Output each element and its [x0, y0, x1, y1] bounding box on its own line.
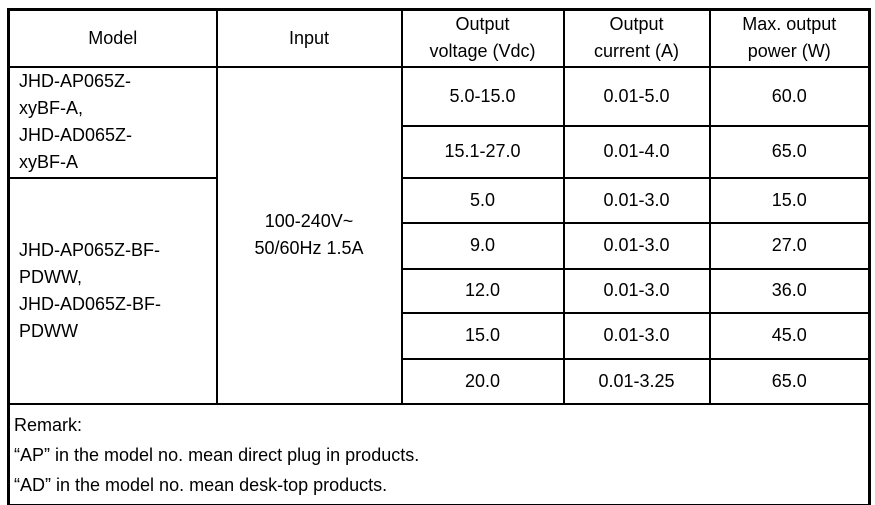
table-row: 15.1-27.0 0.01-4.0 65.0	[9, 124, 871, 179]
table-row: JHD-AP065Z- xyBF-A, JHD-AD065Z- xyBF-A 1…	[7, 65, 871, 405]
max-power-cell: 65.0	[708, 357, 871, 405]
max-power-cell: 65.0	[708, 124, 871, 179]
output-current-cell: 0.01-5.0	[562, 65, 711, 127]
remark-cell: Remark: “AP” in the model no. mean direc…	[7, 402, 871, 505]
header-row: Model Input Output voltage (Vdc) Output …	[7, 8, 871, 68]
remark-line-ap: “AP” in the model no. mean direct plug i…	[14, 444, 420, 465]
header-max-output-power: Max. output power (W)	[708, 8, 871, 68]
table-row: 15.0 0.01-3.0 45.0	[9, 311, 871, 360]
table-row: JHD-AP065Z-BF- PDWW, JHD-AD065Z-BF- PDWW…	[7, 176, 871, 405]
max-power-cell: 27.0	[708, 221, 871, 270]
input-spec-cell: 100-240V~ 50/60Hz 1.5A	[215, 65, 403, 405]
output-voltage-cell: 5.0	[400, 176, 565, 224]
max-power-cell: 15.0	[708, 176, 871, 224]
max-power-cell: 36.0	[708, 267, 871, 314]
output-current-cell: 0.01-3.0	[562, 221, 711, 270]
output-voltage-cell: 20.0	[400, 357, 565, 405]
table-row: 9.0 0.01-3.0 27.0	[9, 221, 871, 270]
max-power-cell: 45.0	[708, 311, 871, 360]
table-row: 12.0 0.01-3.0 36.0	[9, 267, 871, 314]
table-row: 20.0 0.01-3.25 65.0	[9, 357, 871, 405]
header-input: Input	[215, 8, 403, 68]
output-current-cell: 0.01-3.0	[562, 311, 711, 360]
header-model: Model	[7, 8, 218, 68]
output-current-cell: 0.01-3.25	[562, 357, 711, 405]
output-voltage-cell: 9.0	[400, 221, 565, 270]
remark-title: Remark:	[14, 414, 83, 435]
max-power-cell: 60.0	[708, 65, 871, 127]
output-current-cell: 0.01-4.0	[562, 124, 711, 179]
output-voltage-cell: 15.1-27.0	[400, 124, 565, 179]
output-voltage-cell: 15.0	[400, 311, 565, 360]
header-output-current: Output current (A)	[562, 8, 711, 68]
output-voltage-cell: 12.0	[400, 267, 565, 314]
remark-line-ad: “AD” in the model no. mean desk-top prod…	[14, 474, 388, 495]
model-group-pdww: JHD-AP065Z-BF- PDWW, JHD-AD065Z-BF- PDWW	[7, 176, 218, 405]
header-output-voltage: Output voltage (Vdc)	[400, 8, 565, 68]
remark-row: Remark: “AP” in the model no. mean direc…	[7, 402, 871, 505]
model-group-xybf: JHD-AP065Z- xyBF-A, JHD-AD065Z- xyBF-A	[7, 65, 218, 179]
power-spec-table: Model Input Output voltage (Vdc) Output …	[7, 8, 871, 505]
output-voltage-cell: 5.0-15.0	[400, 65, 565, 127]
output-current-cell: 0.01-3.0	[562, 176, 711, 224]
output-current-cell: 0.01-3.0	[562, 267, 711, 314]
